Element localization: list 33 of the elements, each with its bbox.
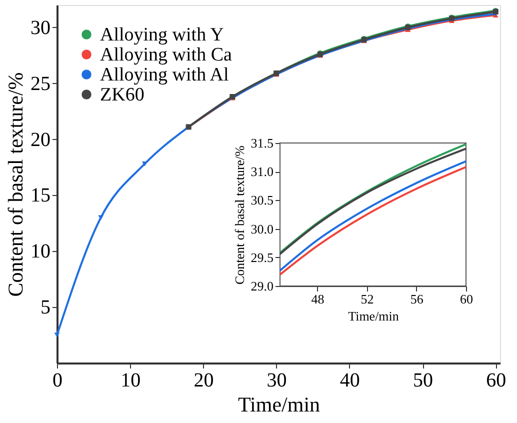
y-axis-title: Content of basal texture/% bbox=[4, 72, 28, 297]
x-axis-title: Time/min bbox=[238, 392, 321, 416]
x-tick-label: 56 bbox=[410, 292, 424, 306]
y-tick-label: 31.5 bbox=[250, 136, 274, 150]
point bbox=[54, 332, 60, 338]
x-tick-label: 48 bbox=[311, 292, 324, 306]
y-tick-label: 30 bbox=[30, 16, 50, 39]
x-tick-label: 0 bbox=[52, 370, 62, 392]
y-tick-label: 29.5 bbox=[250, 250, 274, 265]
x-tick-label: 40 bbox=[340, 370, 360, 392]
x-tick-label: 20 bbox=[194, 370, 214, 392]
y-tick-label: 30.5 bbox=[250, 192, 274, 208]
point bbox=[98, 215, 104, 220]
y-tick-label: 31.0 bbox=[250, 164, 274, 180]
x-tick-label: 30 bbox=[266, 370, 287, 392]
y-axis-title: Content of basal texture/% bbox=[232, 145, 247, 284]
y-tick-label: 10 bbox=[30, 240, 50, 263]
x-tick-label: 10 bbox=[120, 370, 141, 392]
y-tick-label: 5 bbox=[40, 296, 50, 319]
y-tick-label: 20 bbox=[30, 128, 50, 151]
x-tick-label: 52 bbox=[360, 292, 374, 306]
legend-label: Alloying with Al bbox=[100, 64, 229, 86]
x-tick-label: 50 bbox=[413, 370, 434, 392]
y-tick-label: 29.0 bbox=[250, 278, 274, 294]
x-tick-label: 60 bbox=[460, 292, 473, 306]
x-axis-title: Time/min bbox=[348, 308, 400, 324]
y-tick-label: 25 bbox=[30, 72, 50, 95]
legend-label: ZK60 bbox=[100, 84, 144, 106]
legend-label: Alloying with Ca bbox=[100, 44, 233, 66]
y-tick-label: 30.0 bbox=[250, 221, 274, 236]
x-tick-label: 60 bbox=[486, 370, 506, 392]
y-tick-label: 15 bbox=[30, 184, 50, 207]
legend-label: Alloying with Y bbox=[100, 24, 224, 46]
